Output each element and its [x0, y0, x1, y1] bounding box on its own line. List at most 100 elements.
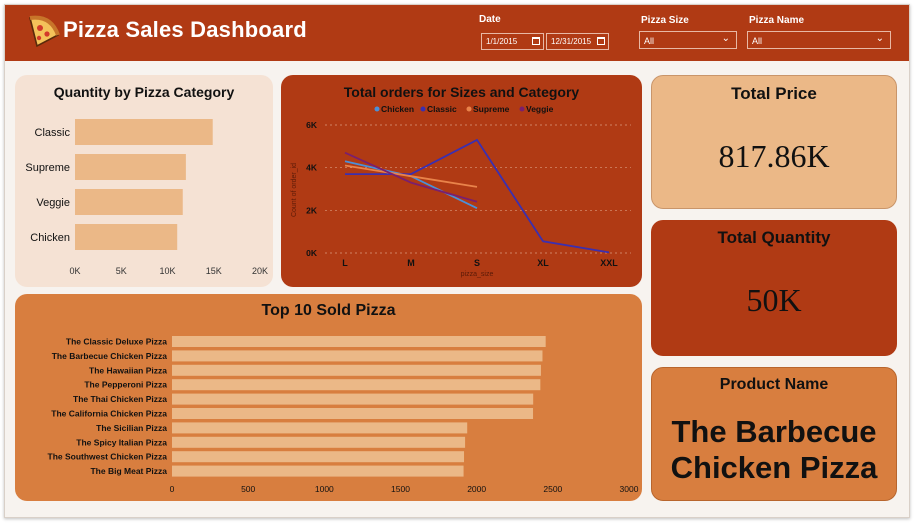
- pizza-bar: [172, 436, 466, 448]
- y-tick-label: 0K: [306, 248, 318, 258]
- legend-label: Supreme: [473, 104, 510, 114]
- x-tick-label: 20K: [252, 266, 268, 276]
- pizza-name-select[interactable]: All ⌄: [747, 31, 891, 49]
- total-quantity-card: Total Quantity 50K: [651, 220, 897, 356]
- pizza-label: The Southwest Chicken Pizza: [48, 452, 168, 462]
- pizza-size-select[interactable]: All ⌄: [639, 31, 737, 49]
- category-bar-chart: Classic Supreme Veggie Chicken 0K 5K 10K 15K 20K: [25, 119, 268, 276]
- series-line: [344, 151, 478, 203]
- category-bar: [75, 189, 183, 215]
- x-tick-label: 10K: [159, 266, 175, 276]
- category-label: Veggie: [36, 197, 70, 209]
- legend-label: Classic: [427, 104, 457, 114]
- size-category-orders-card: Total orders for Sizes and Category Chic…: [281, 75, 642, 287]
- legend-label: Chicken: [381, 104, 414, 114]
- x-tick-label: 0K: [69, 266, 80, 276]
- x-tick-label: S: [474, 258, 480, 268]
- page-title: Pizza Sales Dashboard: [63, 17, 307, 42]
- category-chart-title: Quantity by Pizza Category: [53, 84, 235, 100]
- total-price-value: 817.86K: [718, 138, 830, 174]
- product-name-card: Product Name The Barbecue Chicken Pizza: [651, 367, 897, 501]
- date-start-value: 1/1/2015: [486, 37, 518, 46]
- x-tick-label: 5K: [116, 266, 127, 276]
- pizza-bar: [172, 408, 534, 419]
- y-tick-label: 6K: [306, 120, 318, 130]
- pizza-slice-icon: [29, 15, 60, 48]
- product-name-title: Product Name: [719, 376, 829, 393]
- category-label: Chicken: [30, 232, 70, 244]
- x-tick-label: 0: [170, 484, 175, 494]
- series-line: [344, 164, 478, 188]
- date-end-value: 12/31/2015: [551, 37, 592, 46]
- pizza-name-value: All: [752, 36, 763, 46]
- dashboard-frame: Pizza Sales Dashboard Date 1/1/2015 12/3…: [4, 4, 910, 518]
- total-price-card: Total Price 817.86K: [651, 75, 897, 209]
- x-tick-label: 3000: [620, 484, 639, 494]
- x-tick-label: 15K: [206, 266, 222, 276]
- pizza-label: The Hawaiian Pizza: [89, 365, 167, 375]
- pizza-bar: [172, 451, 465, 463]
- pizza-bar: [172, 465, 464, 477]
- pizza-label: The Big Meat Pizza: [90, 466, 167, 476]
- pizza-bar: [172, 350, 543, 362]
- product-name-line2: Chicken Pizza: [670, 450, 878, 485]
- legend-marker: [519, 106, 525, 112]
- date-filter-label: Date: [479, 14, 501, 25]
- line-chart-title: Total orders for Sizes and Category: [343, 84, 580, 100]
- total-quantity-value: 50K: [746, 282, 802, 318]
- category-quantity-card: Quantity by Pizza Category Classic Suprem…: [15, 75, 273, 287]
- name-filter-label: Pizza Name: [749, 15, 805, 26]
- x-tick-label: XL: [537, 258, 549, 268]
- pizza-bar: [172, 393, 534, 405]
- legend-label: Veggie: [526, 104, 554, 114]
- chevron-down-icon: ⌄: [875, 33, 884, 44]
- calendar-icon[interactable]: [597, 37, 605, 45]
- legend-marker: [466, 106, 472, 112]
- top-10-bar-chart: The Classic Deluxe Pizza The Barbecue Chi…: [48, 336, 639, 494]
- top-10-pizza-card: Top 10 Sold Pizza The Classic Deluxe Piz…: [15, 294, 642, 501]
- legend-marker: [374, 106, 380, 112]
- x-tick-label: M: [407, 258, 415, 268]
- total-price-title: Total Price: [731, 84, 817, 103]
- top10-chart-title: Top 10 Sold Pizza: [261, 302, 396, 319]
- size-filter-label: Pizza Size: [641, 15, 689, 26]
- pizza-label: The Sicilian Pizza: [96, 423, 167, 433]
- x-tick-label: 2000: [467, 484, 486, 494]
- date-end-input[interactable]: 12/31/2015: [546, 33, 609, 50]
- legend-marker: [420, 106, 426, 112]
- x-tick-label: 2500: [543, 484, 562, 494]
- chevron-down-icon: ⌄: [721, 33, 730, 44]
- size-category-line-chart: Chicken Classic Supreme Veggie 0K 2K 4K 6K L M S XL…: [291, 104, 631, 278]
- x-tick-label: 1500: [391, 484, 410, 494]
- category-bar: [75, 224, 178, 250]
- pizza-size-value: All: [644, 36, 655, 46]
- pizza-label: The Classic Deluxe Pizza: [66, 337, 167, 347]
- header-bar: Pizza Sales Dashboard Date 1/1/2015 12/3…: [5, 5, 909, 61]
- date-start-input[interactable]: 1/1/2015: [481, 33, 544, 50]
- category-label: Classic: [35, 127, 71, 139]
- pizza-bar: [172, 336, 546, 347]
- pizza-bar: [172, 422, 468, 434]
- product-name-line1: The Barbecue: [671, 414, 877, 449]
- y-tick-label: 4K: [306, 163, 318, 173]
- pizza-label: The Thai Chicken Pizza: [73, 394, 167, 404]
- x-axis-title: pizza_size: [461, 271, 494, 278]
- y-tick-label: 2K: [306, 205, 318, 215]
- x-tick-label: XXL: [600, 258, 618, 268]
- pizza-bar: [172, 379, 541, 391]
- x-tick-label: L: [342, 258, 348, 268]
- total-quantity-title: Total Quantity: [717, 228, 831, 247]
- series-line: [345, 138, 610, 254]
- x-tick-label: 500: [241, 484, 255, 494]
- category-bar: [75, 119, 213, 145]
- pizza-label: The Barbecue Chicken Pizza: [52, 351, 168, 361]
- calendar-icon[interactable]: [532, 37, 540, 45]
- category-bar: [75, 154, 186, 180]
- pizza-label: The Pepperoni Pizza: [84, 380, 167, 390]
- category-label: Supreme: [25, 162, 70, 174]
- pizza-label: The Spicy Italian Pizza: [76, 437, 167, 447]
- x-tick-label: 1000: [315, 484, 334, 494]
- pizza-label: The California Chicken Pizza: [51, 409, 167, 419]
- pizza-bar: [172, 364, 541, 376]
- y-axis-title: Count of order_id: [291, 163, 298, 217]
